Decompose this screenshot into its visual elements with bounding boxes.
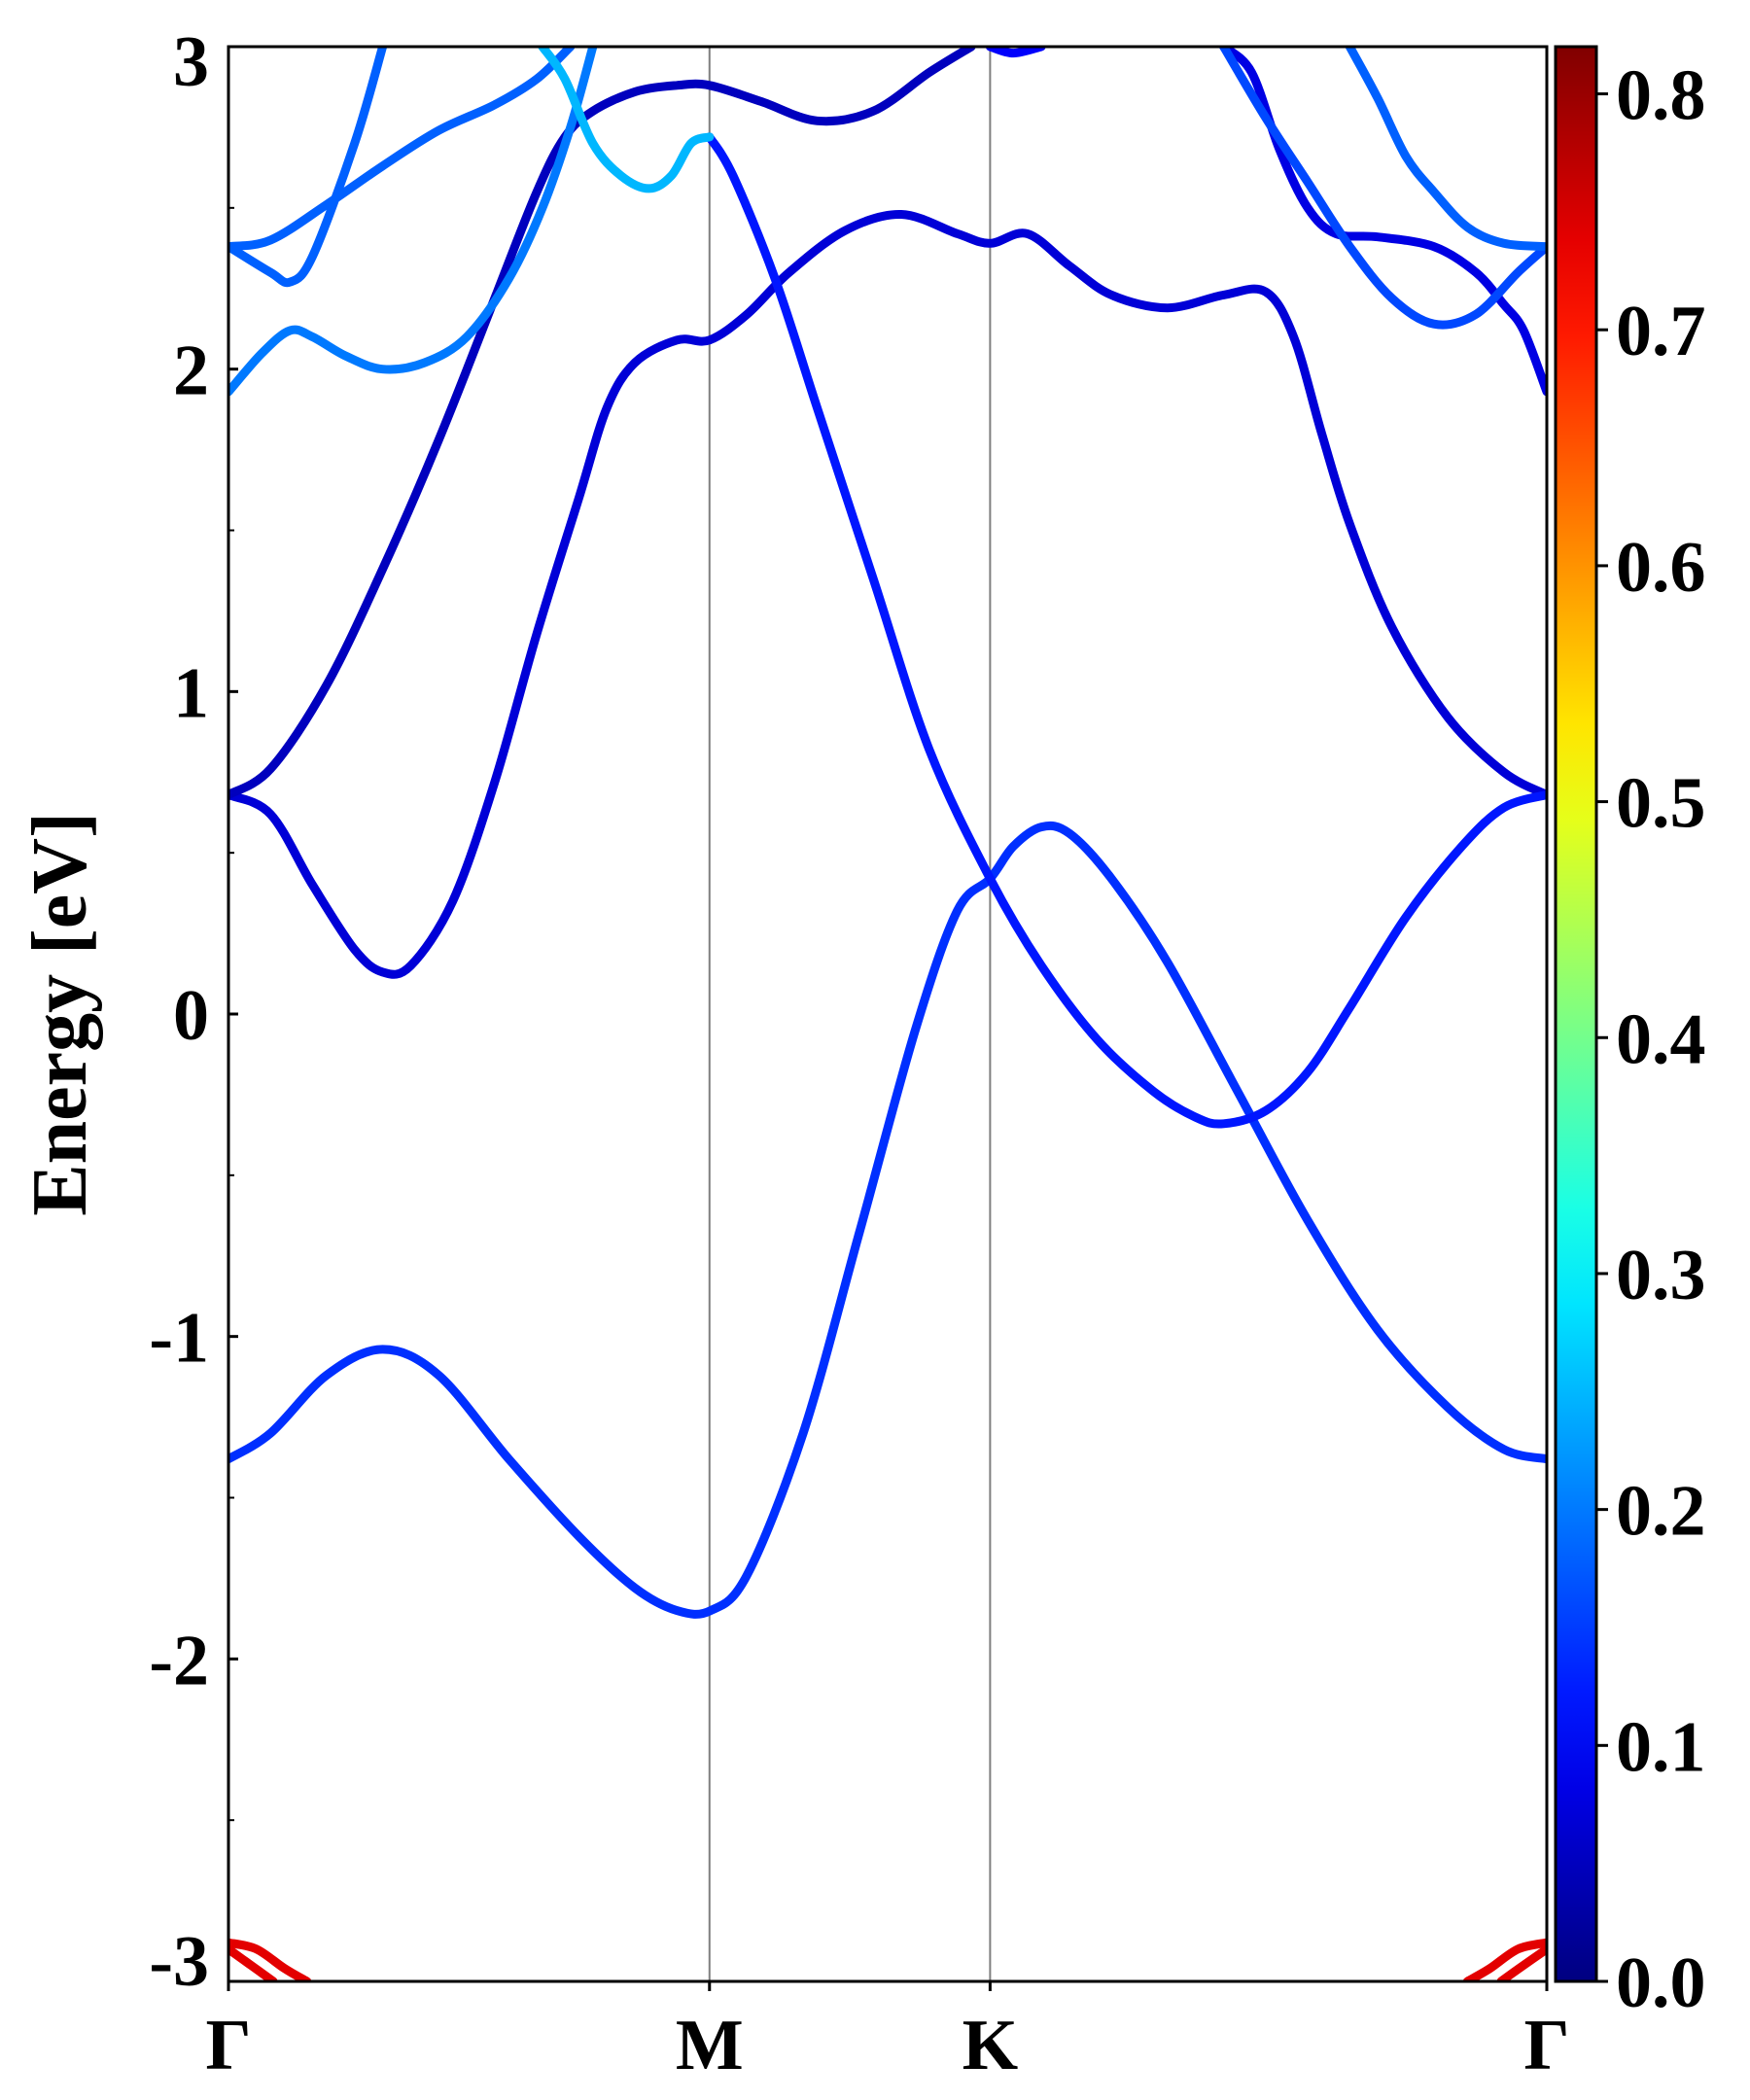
band-line-12 [985,47,1046,58]
colorbar-tick-label: 0.8 [1616,56,1706,136]
y-tick-label: 0 [173,976,209,1056]
band-line-5 [228,47,576,252]
band-line-6 [228,47,388,288]
y-axis-label: Energy [eV] [18,812,103,1215]
y-axis: -3 -2 -1 0 1 2 3 [149,22,238,2002]
bands [228,47,1547,1981]
band-line-1 [228,821,1547,1619]
band-line-4 [705,132,1547,1129]
y-tick-label: -2 [149,1621,209,1700]
band-line-16 [1496,1944,1547,1981]
colorbar-ticks: 0.0 0.1 0.2 0.3 0.4 0.5 0.6 0.7 0.8 [1596,56,1706,2023]
kpoint-label: M [676,2006,744,2085]
plot-area [228,47,1547,1981]
colorbar: 0.0 0.1 0.2 0.3 0.4 0.5 0.6 0.7 0.8 [1554,45,1706,2023]
colorbar-gradient [1554,45,1598,1983]
band-line-13 [228,1938,312,1981]
y-tick-label: -1 [149,1299,209,1379]
kpoint-label: K [962,2006,1019,2085]
y-tick-label: 1 [173,653,209,733]
colorbar-tick-label: 0.4 [1616,999,1706,1079]
colorbar-tick-label: 0.7 [1616,292,1706,371]
colorbar-tick-label: 0.6 [1616,528,1706,608]
kpoint-label: Γ [205,2006,251,2085]
colorbar-tick-label: 0.1 [1616,1707,1706,1787]
colorbar-tick-label: 0.3 [1616,1236,1706,1315]
y-tick-label: 3 [173,22,209,102]
colorbar-tick-label: 0.2 [1616,1472,1706,1552]
colorbar-tick-label: 0.0 [1616,1943,1706,2023]
band-line-14 [228,1944,278,1981]
band-line-8 [538,47,715,193]
kpoint-label: Γ [1523,2006,1569,2085]
band-line-11 [1345,47,1547,252]
band-line-15 [1462,1938,1547,1981]
band-line-10 [1219,47,1547,330]
y-tick-label: -3 [149,1922,209,2002]
band-line-7 [228,47,598,397]
band-line-2 [228,209,1547,979]
colorbar-tick-label: 0.5 [1616,764,1706,844]
y-tick-label: 2 [173,332,209,411]
kpoint-lines [708,47,992,1981]
